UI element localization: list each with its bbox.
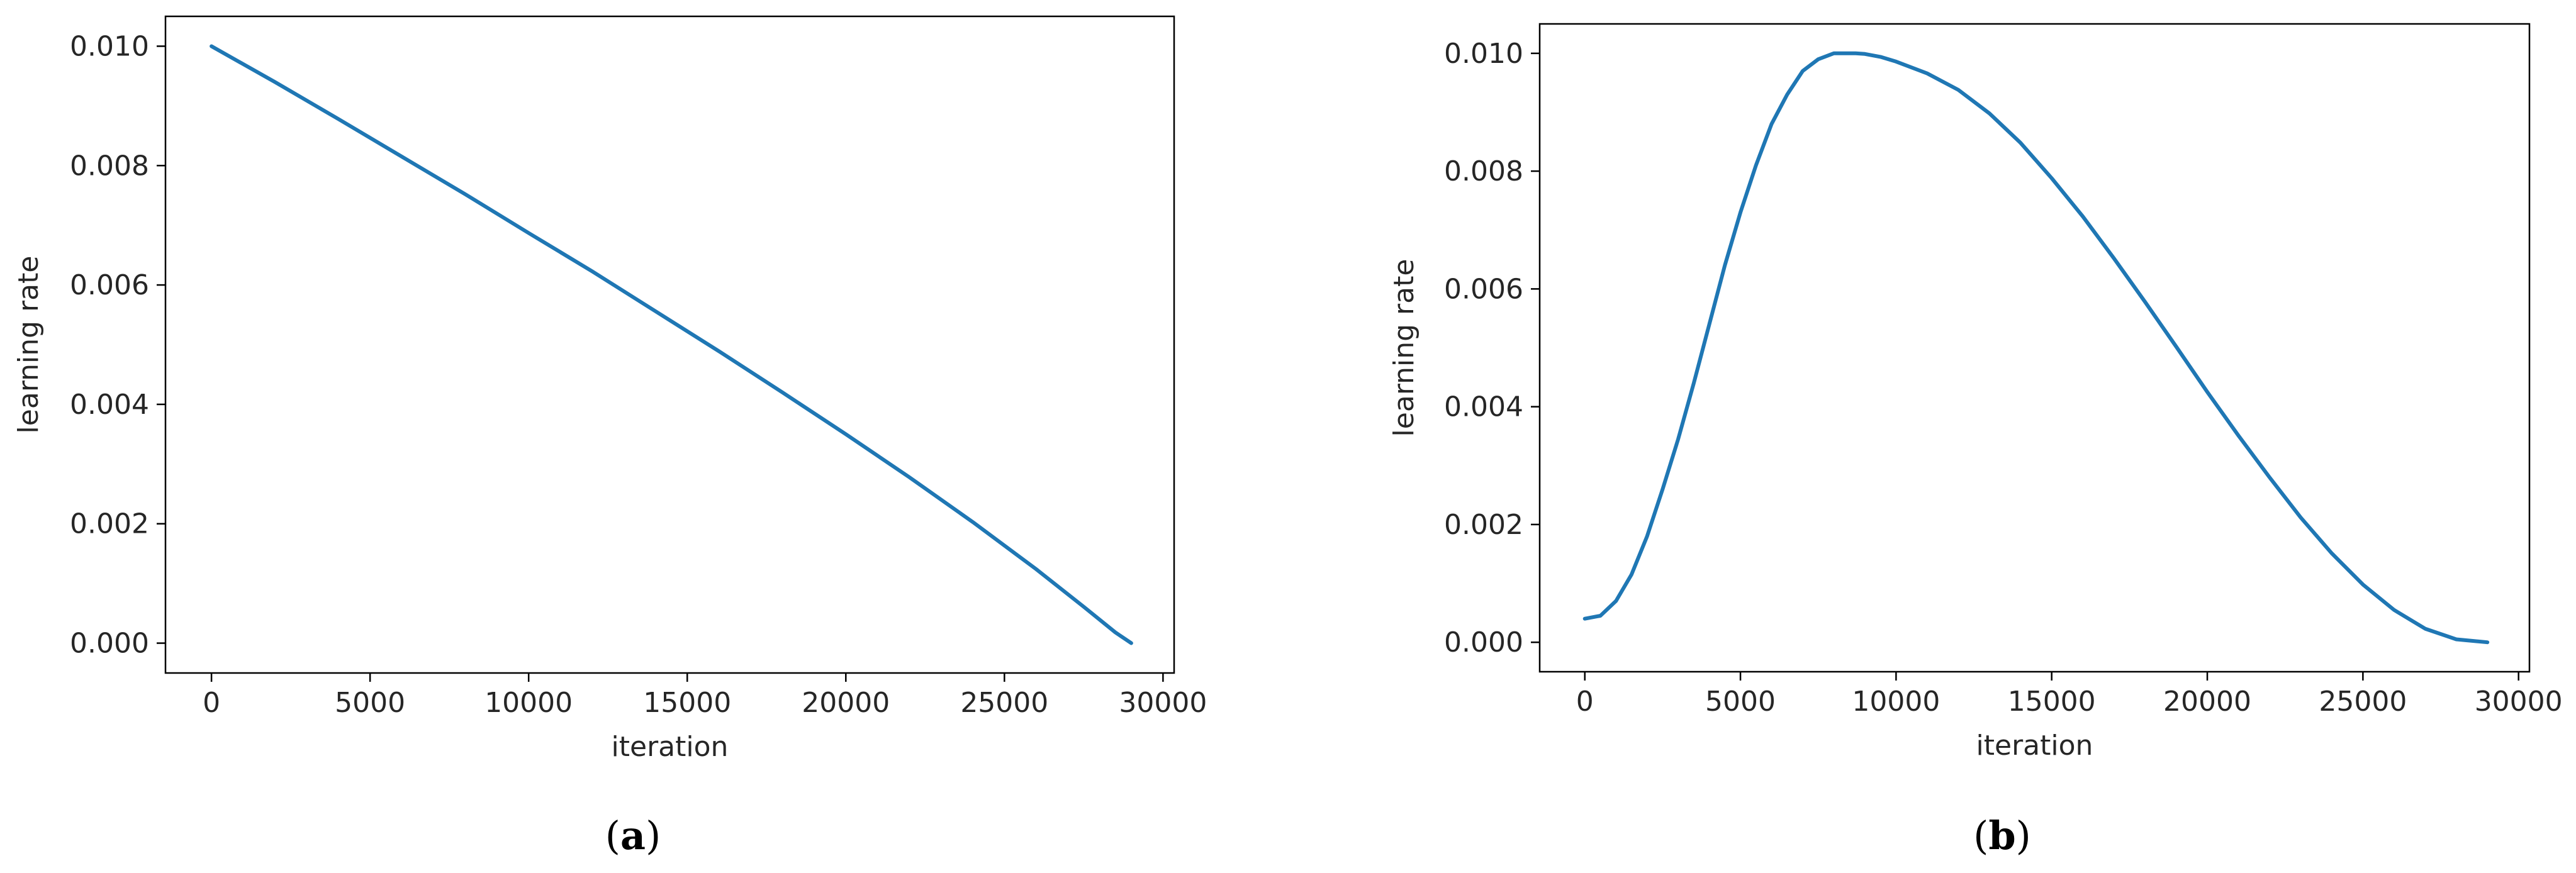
x-tick-label: 15000 [2008,686,2096,718]
y-tick-label: 0.000 [70,628,149,660]
x-tick-label: 20000 [2163,686,2251,718]
y-tick-label: 0.006 [70,269,149,301]
y-tick-label: 0.008 [70,150,149,182]
y-tick-label: 0.000 [1444,626,1523,659]
y-tick-label: 0.010 [70,30,149,62]
y-tick-label: 0.008 [1444,155,1523,187]
caption-paren-close: ) [2016,813,2031,859]
x-tick-label: 25000 [960,687,1048,719]
plot-frame [164,15,1175,674]
x-tick-label: 10000 [484,687,573,719]
panel-caption: (b) [1973,813,2031,859]
y-tick-label: 0.002 [1444,509,1523,541]
x-tick-label: 20000 [802,687,890,719]
x-tick-label: 0 [1576,686,1594,718]
x-tick-label: 15000 [643,687,731,719]
y-tick-label: 0.004 [1444,391,1523,423]
caption-paren-close: ) [646,813,661,859]
x-tick-label: 0 [203,687,220,719]
x-tick-label: 5000 [1705,686,1776,718]
chart-panel-b: 0 5000 10000 15000 20000 25000 30000 0.000 0.002… [1388,23,2563,859]
panel-caption: (a) [605,813,661,859]
caption-paren-open: ( [605,813,620,859]
caption-letter: b [1988,813,2015,859]
y-axis-label: learning rate [1388,259,1420,437]
series-line [1582,51,2490,645]
y-tick-label: 0.002 [70,508,149,540]
y-tick-label: 0.006 [1444,273,1523,305]
x-tick-label: 30000 [1119,687,1207,719]
x-tick-label: 30000 [2475,686,2563,718]
caption-letter: a [620,813,646,859]
x-tick-label: 25000 [2319,686,2407,718]
caption-paren-open: ( [1973,813,1988,859]
x-axis-label: iteration [1976,730,2093,762]
y-tick-label: 0.004 [70,389,149,421]
series-line [210,44,1133,645]
x-tick-label: 10000 [1852,686,1940,718]
chart-panel-a: 0 5000 10000 15000 20000 25000 30000 0.000 0.002… [13,15,1207,859]
x-tick-label: 5000 [335,687,405,719]
y-tick-label: 0.010 [1444,38,1523,70]
y-axis-label: learning rate [13,256,45,434]
x-axis-label: iteration [612,731,729,763]
plot-frame [1538,23,2531,673]
